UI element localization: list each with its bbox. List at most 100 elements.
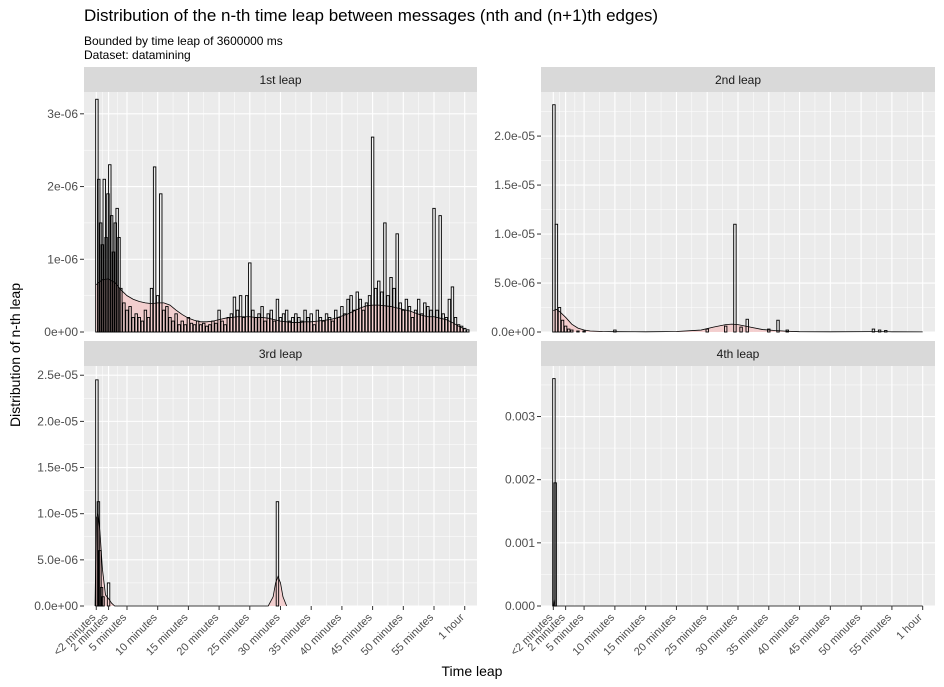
panel-1-bar [398, 302, 402, 333]
panel-1-density-line [96, 278, 465, 330]
panel-2-ytick-label: 1.0e-05 [494, 227, 535, 241]
panel-2-ytick-label: 5.0e-06 [494, 276, 535, 290]
panel-2-bar [554, 223, 559, 333]
panel-1-bar [321, 320, 326, 333]
panel-1-bar [198, 324, 203, 333]
panel-1-bar [374, 287, 378, 333]
panel-1-bar [312, 324, 316, 333]
panel-1-bar [168, 317, 172, 333]
panel-1-bar [106, 193, 110, 333]
panel-1-bar [152, 166, 157, 333]
panel-1-bar [214, 322, 218, 333]
panel-1-density-area [96, 278, 465, 332]
panel-1-bar [102, 178, 106, 333]
panel-1-bar [377, 280, 381, 333]
panel-1-bar [140, 320, 145, 333]
panel-1-bar [183, 324, 187, 333]
panel-1-bar [275, 298, 280, 333]
panel-1-bar [300, 320, 304, 333]
panel-2-density-line [553, 309, 923, 333]
panel-1-strip [84, 67, 477, 92]
panel-1-bar [389, 277, 393, 333]
panel-1-bar [281, 313, 286, 333]
panel-1-bar [174, 313, 178, 333]
panel-1-bar [263, 320, 267, 333]
panel-3-ytick-label: 1.5e-05 [37, 461, 78, 475]
panel-1-bar [220, 320, 224, 333]
panel-3-ytick-label: 0.0e+00 [34, 599, 78, 613]
panel-1-bar [245, 295, 249, 333]
panel-1-bar [269, 309, 273, 333]
panel-1-bar [426, 306, 430, 333]
panel-2-bar [552, 104, 556, 333]
panel-1-bar [358, 298, 363, 333]
panel-2-bar [582, 330, 586, 333]
panel-1-bar [340, 306, 344, 333]
panel-2-bar [557, 307, 562, 333]
panel-1-bar [146, 317, 151, 333]
panel-4-ytick-label: 0.002 [505, 473, 535, 487]
chart-title: Distribution of the n-th time leap betwe… [84, 6, 659, 25]
panel-1-bar [346, 298, 350, 333]
panel-3-ytick-label: 2.0e-05 [37, 414, 78, 428]
panel-1-bar [125, 309, 129, 333]
panel-1-bar [278, 317, 283, 333]
panel-1-bar [192, 324, 197, 333]
panel-1-bar [343, 313, 347, 333]
panel-1-bar [383, 222, 387, 333]
panel-1-bar [223, 324, 227, 333]
panel-1-bar [318, 317, 323, 333]
panel-1-bar [248, 262, 252, 333]
panel-4-ytick-label: 0.000 [505, 599, 535, 613]
panel-2-density-area [553, 309, 923, 332]
panel-1-bar [423, 302, 427, 333]
panel-1-bar [380, 291, 384, 333]
panel-1-bar [441, 313, 445, 333]
panel-1-bar [266, 313, 270, 333]
panel-1-bar [463, 327, 467, 333]
panel-1-bar [407, 306, 412, 333]
panel-2-bar [560, 319, 565, 333]
panel-1-bar [108, 164, 112, 333]
panel-1-bar [392, 287, 396, 333]
panel-2-ytick-label: 2.0e-05 [494, 129, 535, 143]
panel-1-bar [416, 298, 421, 333]
panel-4-density-line [552, 599, 923, 607]
panel-1-bar [450, 286, 455, 333]
panel-1-ytick-label: 3e-06 [47, 107, 78, 121]
panel-1-bar [186, 317, 191, 333]
panel-1-strip-label: 1st leap [259, 73, 301, 87]
panel-2-ytick-label: 1.5e-05 [494, 178, 535, 192]
panel-1-bar [291, 317, 295, 333]
panel-1-bar [238, 295, 243, 333]
chart-subtitle: Bounded by time leap of 3600000 ms [84, 34, 283, 48]
panel-2-strip [541, 67, 935, 92]
panel-1-bar [413, 309, 418, 333]
panel-1-bar [327, 317, 332, 333]
panel-1-bar [208, 324, 212, 333]
panel-1-bar [134, 313, 138, 333]
panel-1-bar [189, 322, 194, 333]
panel-1-bar [235, 309, 240, 333]
panel-1-ytick-label: 0e+00 [44, 325, 78, 339]
panel-3-ytick-label: 2.5e-05 [37, 368, 78, 382]
panel-1-bar [156, 295, 160, 333]
x-axis-label: Time leap [441, 663, 503, 679]
panel-1-bar [438, 215, 442, 333]
panel-2-bar [739, 326, 743, 333]
panel-2-bar [724, 325, 728, 333]
panel-1-bar [331, 320, 335, 333]
panel-1-bar [143, 309, 148, 333]
panel-1-bar [324, 313, 329, 333]
panel-1-bar [386, 295, 390, 333]
panel-1-bar [404, 298, 409, 333]
panel-1-bar [113, 222, 117, 333]
panel-3-ytick-label: 5.0e-06 [37, 553, 78, 567]
panel-3-strip-label: 3rd leap [259, 347, 303, 361]
panel-1-bar [459, 325, 464, 333]
panel-2-ytick-label: 0.0e+00 [491, 325, 535, 339]
panel-1-bar [232, 296, 237, 333]
panel-3-ytick-label: 1.0e-05 [37, 507, 78, 521]
panel-1-bar [395, 233, 399, 333]
